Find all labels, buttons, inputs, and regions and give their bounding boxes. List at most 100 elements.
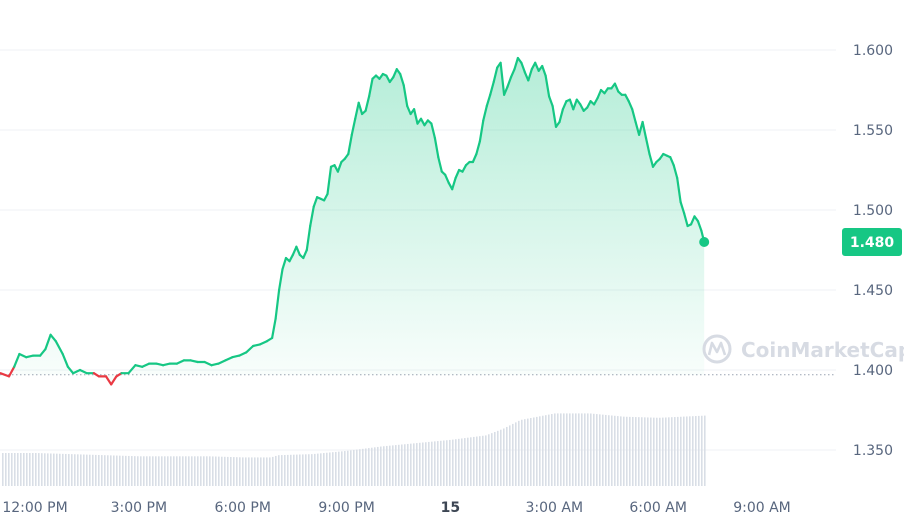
- volume-bar-230: [692, 416, 694, 486]
- volume-bar-161: [485, 435, 487, 486]
- volume-bar-208: [626, 416, 628, 486]
- volume-bar-112: [338, 451, 340, 486]
- price-segment-151: [648, 152, 655, 168]
- price-segment-83: [413, 108, 419, 125]
- volume-bar-185: [557, 413, 559, 486]
- y-tick-label-2: 1.450: [853, 283, 893, 299]
- price-segment-141: [613, 82, 620, 93]
- volume-bar-95: [287, 454, 289, 486]
- volume-bar-172: [518, 420, 520, 486]
- volume-bar-126: [380, 446, 382, 486]
- volume-bar-54: [164, 456, 166, 486]
- volume-bar-56: [170, 456, 172, 486]
- price-segment-121: [544, 74, 551, 98]
- volume-bar-207: [623, 416, 625, 486]
- volume-bar-143: [431, 441, 433, 486]
- price-area-fill: [0, 58, 705, 385]
- volume-bar-72: [218, 456, 220, 486]
- volume-bar-67: [203, 456, 205, 486]
- price-segment-53: [309, 205, 315, 228]
- volume-bar-74: [224, 456, 226, 486]
- volume-bar-175: [527, 418, 529, 486]
- price-segment-135: [592, 96, 599, 106]
- volume-bar-119: [359, 449, 361, 486]
- volume-bar-82: [248, 457, 250, 486]
- price-segment-43: [274, 288, 281, 320]
- volume-bar-133: [401, 444, 403, 486]
- volume-bar-188: [566, 413, 568, 486]
- volume-bar-80: [242, 457, 244, 486]
- price-segment-36: [231, 354, 241, 359]
- volume-bar-136: [410, 443, 412, 486]
- price-segment-64: [347, 133, 353, 156]
- volume-bar-98: [296, 454, 298, 486]
- volume-bar-113: [341, 451, 343, 486]
- price-segment-44: [278, 268, 284, 292]
- price-segment-126: [561, 100, 568, 111]
- volume-bar-78: [236, 457, 238, 486]
- volume-bar-5: [17, 453, 19, 486]
- volume-bar-0: [2, 453, 4, 486]
- volume-bar-65: [197, 456, 199, 486]
- volume-bar-63: [191, 456, 193, 486]
- volume-bar-145: [437, 441, 439, 486]
- volume-bar-20: [62, 453, 64, 486]
- volume-bar-127: [383, 446, 385, 486]
- volume-bar-193: [581, 413, 583, 486]
- volume-bar-144: [434, 441, 436, 486]
- price-segment-61: [336, 160, 343, 173]
- price-segment-136: [596, 88, 603, 100]
- price-segment-160: [679, 200, 686, 215]
- volume-bar-216: [650, 417, 652, 486]
- price-segment-120: [541, 64, 547, 77]
- volume-bar-217: [653, 417, 655, 486]
- y-tick-label-4: 1.550: [853, 123, 893, 139]
- volume-bar-3: [11, 453, 13, 486]
- price-segment-42: [271, 317, 277, 340]
- volume-bar-1: [5, 453, 7, 486]
- volume-bars: [2, 413, 706, 486]
- price-segment-38: [245, 344, 255, 354]
- volume-bar-220: [662, 417, 664, 486]
- volume-bar-134: [404, 444, 406, 486]
- volume-bar-121: [365, 448, 367, 486]
- price-segment-39: [252, 343, 262, 348]
- price-segment-1: [7, 365, 16, 378]
- volume-bar-128: [386, 445, 388, 486]
- price-segment-80: [402, 84, 409, 108]
- price-segment-144: [624, 93, 630, 103]
- volume-bar-178: [536, 416, 538, 486]
- y-tick-label-3: 1.500: [853, 203, 893, 219]
- volume-bar-165: [497, 430, 499, 486]
- volume-bar-33: [101, 455, 103, 486]
- volume-bar-148: [446, 440, 448, 486]
- volume-bar-59: [179, 456, 181, 486]
- price-segment-11: [66, 365, 75, 375]
- volume-bar-125: [377, 446, 379, 486]
- volume-bar-97: [293, 454, 295, 486]
- volume-bar-167: [503, 428, 505, 486]
- volume-bar-201: [605, 414, 607, 486]
- price-segment-116: [527, 68, 533, 82]
- price-segment-123: [551, 104, 558, 128]
- volume-bar-195: [587, 413, 589, 486]
- volume-bar-100: [302, 454, 304, 486]
- volume-bar-52: [158, 456, 160, 486]
- volume-bar-189: [569, 413, 571, 486]
- volume-bar-192: [578, 413, 580, 486]
- volume-bar-96: [290, 454, 292, 486]
- price-segment-133: [586, 100, 592, 109]
- price-segment-122: [547, 95, 554, 108]
- volume-bar-102: [308, 454, 310, 486]
- volume-bar-219: [659, 417, 661, 486]
- volume-bar-159: [479, 436, 481, 486]
- volume-bar-137: [413, 443, 415, 486]
- volume-bar-81: [245, 457, 247, 486]
- volume-bar-94: [284, 454, 286, 486]
- price-segment-92: [444, 173, 450, 184]
- volume-bar-182: [548, 414, 550, 486]
- volume-bar-37: [113, 455, 115, 486]
- volume-bar-223: [671, 417, 673, 486]
- volume-bar-194: [584, 413, 586, 486]
- volume-bar-129: [389, 445, 391, 486]
